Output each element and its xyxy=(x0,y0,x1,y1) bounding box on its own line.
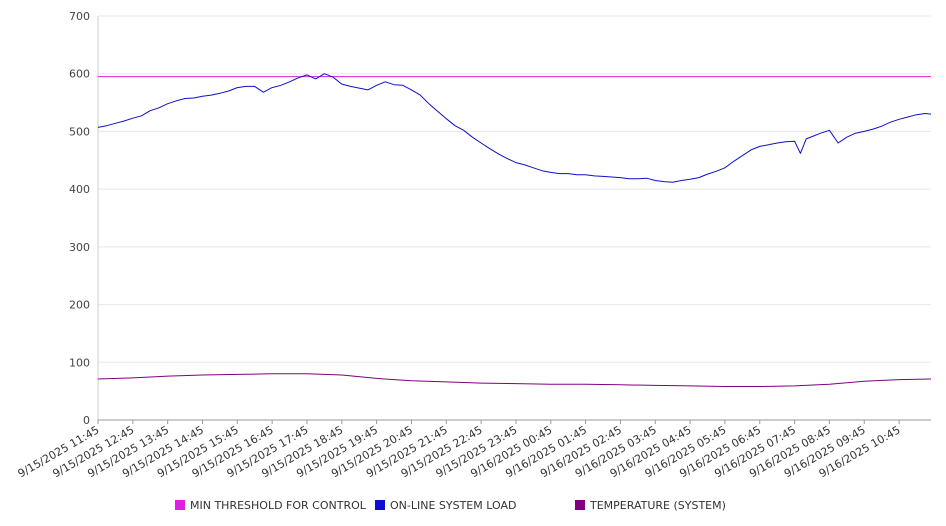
legend-swatch-temperature xyxy=(575,500,585,510)
legend-item-min-threshold: MIN THRESHOLD FOR CONTROL xyxy=(175,498,366,512)
legend-label-system-load: ON-LINE SYSTEM LOAD xyxy=(390,498,517,512)
legend-item-system-load: ON-LINE SYSTEM LOAD xyxy=(375,498,516,512)
axes xyxy=(97,16,931,424)
legend-label-min-threshold: MIN THRESHOLD FOR CONTROL xyxy=(190,498,366,512)
y-tick-label: 400 xyxy=(69,183,90,196)
legend-item-temperature: TEMPERATURE (SYSTEM) xyxy=(575,498,726,512)
legend-swatch-min-threshold xyxy=(175,500,185,510)
y-tick-label: 500 xyxy=(69,125,90,138)
y-tick-label: 600 xyxy=(69,68,90,81)
temperature-line xyxy=(97,373,932,387)
y-tick-label: 700 xyxy=(69,10,90,23)
y-tick-label: 100 xyxy=(69,356,90,369)
y-tick-label: 200 xyxy=(69,299,90,312)
y-tick-label: 0 xyxy=(83,414,90,427)
series-lines xyxy=(97,73,932,387)
y-tick-label: 300 xyxy=(69,241,90,254)
legend-swatch-system-load xyxy=(375,500,385,510)
grid-lines xyxy=(98,15,931,363)
x-axis-tick-labels: 9/15/2025 11:459/15/2025 12:459/15/2025 … xyxy=(16,423,903,480)
legend-label-temperature: TEMPERATURE (SYSTEM) xyxy=(590,498,726,512)
system-load-line xyxy=(97,73,932,183)
y-axis-tick-labels: 0 100 200 300 400 500 600 700 xyxy=(69,10,90,427)
